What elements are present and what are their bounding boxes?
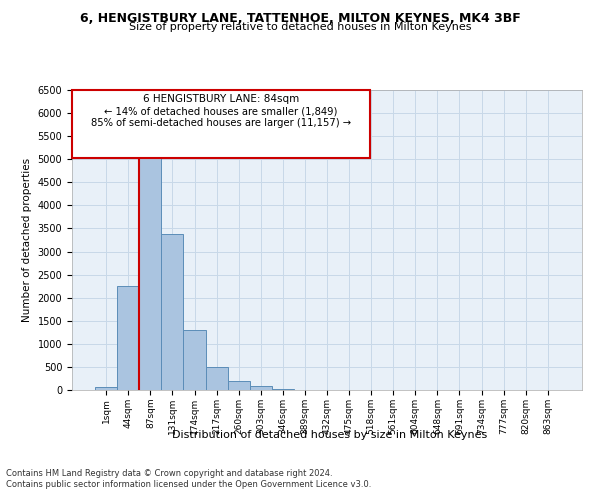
- Bar: [117, 286, 139, 390]
- Text: ← 14% of detached houses are smaller (1,849): ← 14% of detached houses are smaller (1,…: [104, 106, 338, 117]
- Text: 6, HENGISTBURY LANE, TATTENHOE, MILTON KEYNES, MK4 3BF: 6, HENGISTBURY LANE, TATTENHOE, MILTON K…: [80, 12, 520, 26]
- Text: Contains HM Land Registry data © Crown copyright and database right 2024.: Contains HM Land Registry data © Crown c…: [6, 468, 332, 477]
- Bar: [250, 386, 272, 390]
- Bar: [227, 382, 250, 390]
- FancyBboxPatch shape: [72, 90, 370, 158]
- Y-axis label: Number of detached properties: Number of detached properties: [22, 158, 32, 322]
- Text: Size of property relative to detached houses in Milton Keynes: Size of property relative to detached ho…: [129, 22, 471, 32]
- Bar: [161, 234, 184, 390]
- Bar: [139, 139, 161, 390]
- Text: Distribution of detached houses by size in Milton Keynes: Distribution of detached houses by size …: [172, 430, 488, 440]
- Bar: [184, 330, 206, 390]
- Text: 85% of semi-detached houses are larger (11,157) →: 85% of semi-detached houses are larger (…: [91, 118, 351, 128]
- Text: Contains public sector information licensed under the Open Government Licence v3: Contains public sector information licen…: [6, 480, 371, 489]
- Bar: [272, 389, 294, 390]
- Bar: [95, 387, 117, 390]
- Text: 6 HENGISTBURY LANE: 84sqm: 6 HENGISTBURY LANE: 84sqm: [143, 94, 299, 104]
- Bar: [206, 368, 227, 390]
